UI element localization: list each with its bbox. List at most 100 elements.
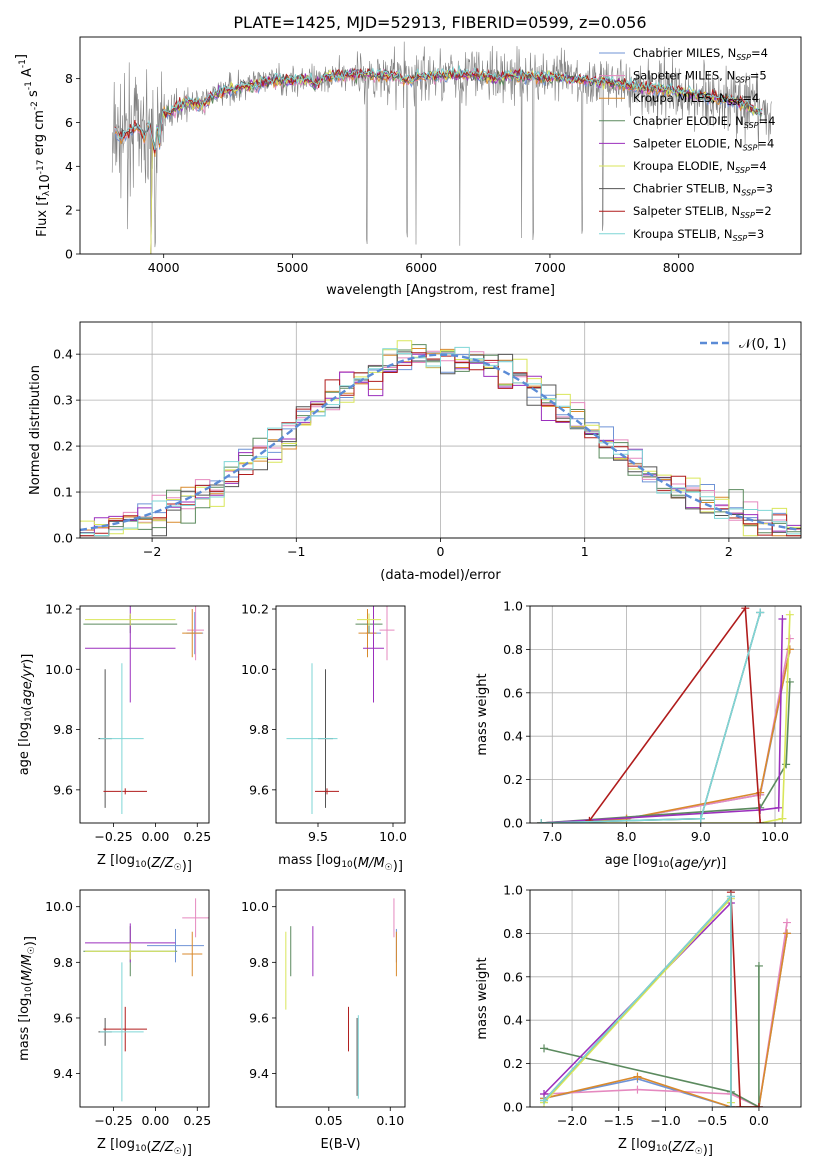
series-point [633, 1072, 642, 1081]
legend-label-salpeter-stelib: Salpeter STELIB, NSSP=2 [633, 204, 772, 220]
errorbar-salpeter-stelib [315, 788, 339, 795]
label-part: age/yr [674, 856, 717, 871]
label-part: Z [685, 1140, 696, 1155]
x-tick-label: 9.5 [308, 829, 328, 844]
y-tick-label: 0.6 [503, 969, 523, 984]
y-tick-label: 10.0 [45, 662, 73, 677]
label-sub: 10 [24, 710, 34, 722]
y-tick-label: 9.8 [249, 722, 269, 737]
errorbar-kroupa-miles [182, 609, 203, 658]
legend-label-chabrier-stelib: Chabrier STELIB, NSSP=3 [633, 182, 773, 198]
label-part: ] [14, 54, 29, 59]
weight-Z-axes: −2.0 −1.5 −1.0 −0.5 0.0 0.0 0.2 0.4 0.6 0.8 1.0 Z [… [475, 883, 801, 1158]
y-axis-label: mass weight [475, 673, 490, 755]
age-Z-axes: −0.25 0.00 0.259.69.810.010.2Z [log10(Z/Z☉… [17, 602, 211, 874]
label-sub: 10 [24, 986, 34, 998]
label-part: 10 [38, 174, 53, 191]
y-tick-label: 10.2 [241, 602, 269, 617]
y-tick-label: 9.6 [249, 782, 269, 797]
legend-name: Salpeter MILES, N [633, 69, 735, 83]
label-part: E(B-V) [320, 1137, 360, 1152]
series-line [541, 681, 791, 823]
legend-name: Chabrier MILES, N [633, 46, 736, 60]
y-tick-label: 8 [65, 71, 73, 86]
errorbar-salpeter-stelib [103, 1006, 148, 1052]
weight-Z-frame [529, 889, 802, 1108]
legend-sub: SSP [735, 76, 750, 85]
y-axis-label: Normed distribution [28, 365, 43, 495]
errorbar-kroupa-stelib [286, 663, 338, 814]
errorbar-kroupa-miles [182, 931, 203, 977]
x-tick-label: 4000 [148, 260, 180, 275]
y-tick-label: 9.4 [53, 1066, 73, 1081]
legend-name: Salpeter STELIB, N [633, 204, 740, 218]
age-mass-frame [275, 605, 406, 824]
label-sub: λ [42, 190, 52, 196]
legend-label-kroupa-stelib: Kroupa STELIB, NSSP=3 [633, 227, 764, 243]
panels: 4000 5000 6000 7000 8000 0 2 4 6 8 wavelength [Ang… [14, 36, 802, 1158]
label-part: Flux [f [35, 196, 50, 237]
errorbar-chabrier-miles [147, 928, 204, 963]
label-part: log [17, 998, 32, 1018]
series-point [756, 819, 765, 823]
x-tick-label: −1.5 [604, 1113, 634, 1128]
series-point [778, 814, 787, 823]
label-sup: -2 [30, 101, 40, 110]
y-tick-label: 4 [65, 159, 73, 174]
label-part: ( [146, 856, 151, 871]
label-sup: -1 [24, 81, 34, 90]
legend-label-chabrier-elodie: Chabrier ELODIE, NSSP=4 [633, 114, 775, 130]
label-part: log [115, 853, 135, 868]
label-part: Z [ [618, 1137, 636, 1152]
label-part: A [20, 68, 35, 81]
series-line [541, 618, 784, 823]
x-axis-label: E(B-V) [320, 1137, 360, 1152]
y-tick-label: 2 [65, 203, 73, 218]
label-sup: -17 [36, 160, 46, 175]
series-line [543, 933, 788, 1107]
y-tick-label: 0.4 [503, 729, 523, 744]
legend-label-salpeter-miles: Salpeter MILES, NSSP=5 [633, 69, 767, 85]
legend-sub: SSP [728, 98, 743, 107]
y-axis-label: mass weight [475, 957, 490, 1039]
label-sub: ☉ [695, 1147, 703, 1157]
series-point [774, 803, 783, 812]
y-tick-label: 1.0 [503, 883, 523, 898]
mass-Z-axes: −0.25 0.00 0.259.49.69.810.0Z [log10(Z/Z☉)… [17, 898, 211, 1158]
y-tick-label: 0.2 [53, 439, 73, 454]
x-tick-label: −2 [143, 544, 161, 559]
label-sub: 10 [135, 860, 147, 870]
y-tick-label: 9.8 [249, 955, 269, 970]
series-salpeter-miles [537, 634, 794, 823]
legend-label-kroupa-miles: Kroupa MILES, NSSP=4 [633, 91, 759, 107]
x-tick-label: 6000 [405, 260, 437, 275]
label-part: age [ [17, 742, 32, 775]
series-line [541, 638, 791, 823]
y-tick-label: 0.4 [503, 1013, 523, 1028]
label-part: Z [164, 856, 175, 871]
label-part: )] [716, 856, 726, 871]
label-sub: ☉ [174, 863, 182, 873]
series-point [782, 918, 791, 927]
x-tick-label: 8000 [663, 260, 695, 275]
y-tick-label: 10.0 [241, 899, 269, 914]
series-point [782, 760, 791, 769]
normal-curve [80, 353, 801, 532]
residuals-axes: −2 −1 0 1 2 0.0 0.1 0.2 0.3 0.4 (data-model)/error… [28, 322, 801, 583]
y-tick-label: 0 [65, 247, 73, 262]
legend-sub: SSP [743, 143, 758, 152]
legend-value: =4 [750, 159, 767, 173]
y-tick-label: 9.6 [53, 782, 73, 797]
x-tick-label: 10.0 [379, 829, 407, 844]
weight-age-frame [529, 605, 802, 824]
series-point [754, 961, 763, 970]
y-tick-label: 0.2 [503, 1056, 523, 1071]
y-tick-label: 0.1 [53, 485, 73, 500]
label-part: log [321, 853, 341, 868]
y-tick-label: 0.8 [503, 642, 523, 657]
y-tick-label: 9.8 [53, 722, 73, 737]
mass-Z-frame [79, 889, 210, 1108]
x-tick-label: 10.0 [761, 829, 789, 844]
y-tick-label: 10.0 [45, 899, 73, 914]
